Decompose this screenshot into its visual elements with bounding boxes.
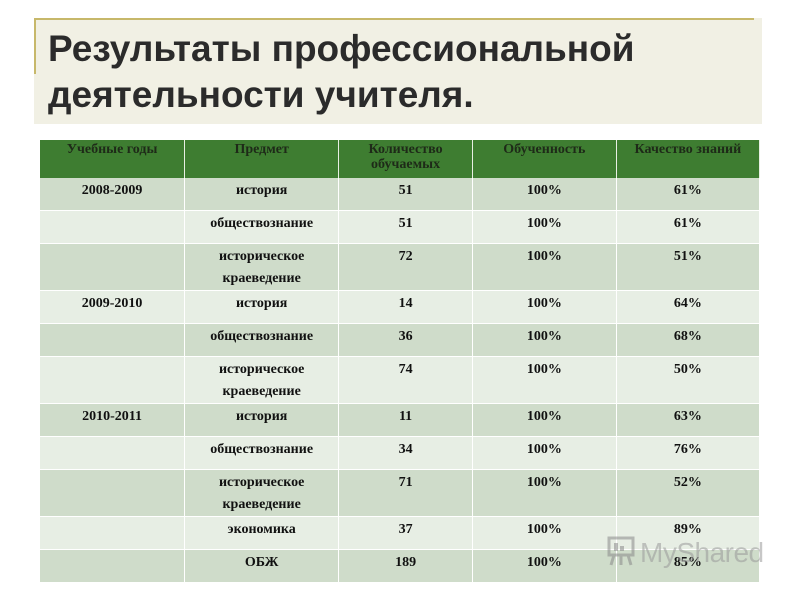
cell-year [40,517,186,550]
table-row: 2010-2011 история 11 100% 63% [40,404,760,437]
cell-count: 51 [339,178,473,211]
header-progress: Обученность [472,140,617,178]
cell-subject: экономика [185,517,340,550]
title-band [34,18,762,124]
cell-subject: ОБЖ [185,550,340,583]
cell-progress: 100% [472,357,617,404]
cell-year [40,437,186,470]
cell-progress: 100% [472,437,617,470]
cell-subject: история [185,291,340,324]
header-subject: Предмет [185,140,340,178]
cell-quality: 64% [616,291,760,324]
table-row: 2008-2009 история 51 100% 61% [40,178,760,211]
header-years: Учебные годы [40,140,186,178]
cell-year [40,550,186,583]
cell-year: 2010-2011 [40,404,186,437]
cell-progress: 100% [472,550,617,583]
table-row: ОБЖ 189 100% 85% [40,550,760,583]
cell-progress: 100% [472,178,617,211]
cell-count: 14 [339,291,473,324]
cell-subject: историческое краеведение [185,470,340,517]
cell-subject: история [185,404,340,437]
cell-quality: 61% [616,211,760,244]
title-rule-top [34,18,754,20]
cell-subject: обществознание [185,324,340,357]
cell-quality: 68% [616,324,760,357]
cell-subject: обществознание [185,437,340,470]
results-table: Учебные годы Предмет Количество обучаемы… [40,140,760,583]
header-count: Количество обучаемых [339,140,473,178]
cell-year [40,470,186,517]
cell-year [40,244,186,291]
cell-progress: 100% [472,404,617,437]
cell-count: 11 [339,404,473,437]
cell-quality: 52% [616,470,760,517]
cell-subject: история [185,178,340,211]
cell-subject: историческое краеведение [185,244,340,291]
table-header-row: Учебные годы Предмет Количество обучаемы… [40,140,760,178]
watermark-text: MyShared [640,537,764,568]
watermark: MyShared [606,536,764,570]
cell-count: 71 [339,470,473,517]
header-quality: Качество знаний [616,140,760,178]
cell-progress: 100% [472,291,617,324]
cell-count: 34 [339,437,473,470]
cell-year: 2008-2009 [40,178,186,211]
cell-subject: историческое краеведение [185,357,340,404]
cell-count: 189 [339,550,473,583]
cell-progress: 100% [472,244,617,291]
cell-progress: 100% [472,470,617,517]
cell-quality: 85% [616,550,760,583]
cell-quality: 76% [616,437,760,470]
cell-count: 37 [339,517,473,550]
cell-quality: 63% [616,404,760,437]
table-row: историческое краеведение 71 100% 52% [40,470,760,517]
cell-year [40,211,186,244]
cell-year [40,357,186,404]
cell-quality: 89% [616,517,760,550]
cell-year: 2009-2010 [40,291,186,324]
cell-subject: обществознание [185,211,340,244]
cell-progress: 100% [472,324,617,357]
cell-count: 74 [339,357,473,404]
table-row: 2009-2010 история 14 100% 64% [40,291,760,324]
cell-count: 72 [339,244,473,291]
table-row: экономика 37 100% 89% [40,517,760,550]
table-row: обществознание 36 100% 68% [40,324,760,357]
cell-quality: 50% [616,357,760,404]
cell-count: 51 [339,211,473,244]
cell-quality: 61% [616,178,760,211]
cell-count: 36 [339,324,473,357]
presentation-board-icon [606,535,636,572]
slide-title: Результаты профессиональной деятельности… [48,28,635,115]
cell-progress: 100% [472,211,617,244]
cell-quality: 51% [616,244,760,291]
title-rule-left [34,18,36,74]
cell-year [40,324,186,357]
table-row: историческое краеведение 74 100% 50% [40,357,760,404]
cell-progress: 100% [472,517,617,550]
table-row: обществознание 51 100% 61% [40,211,760,244]
table-row: обществознание 34 100% 76% [40,437,760,470]
table-row: историческое краеведение 72 100% 51% [40,244,760,291]
